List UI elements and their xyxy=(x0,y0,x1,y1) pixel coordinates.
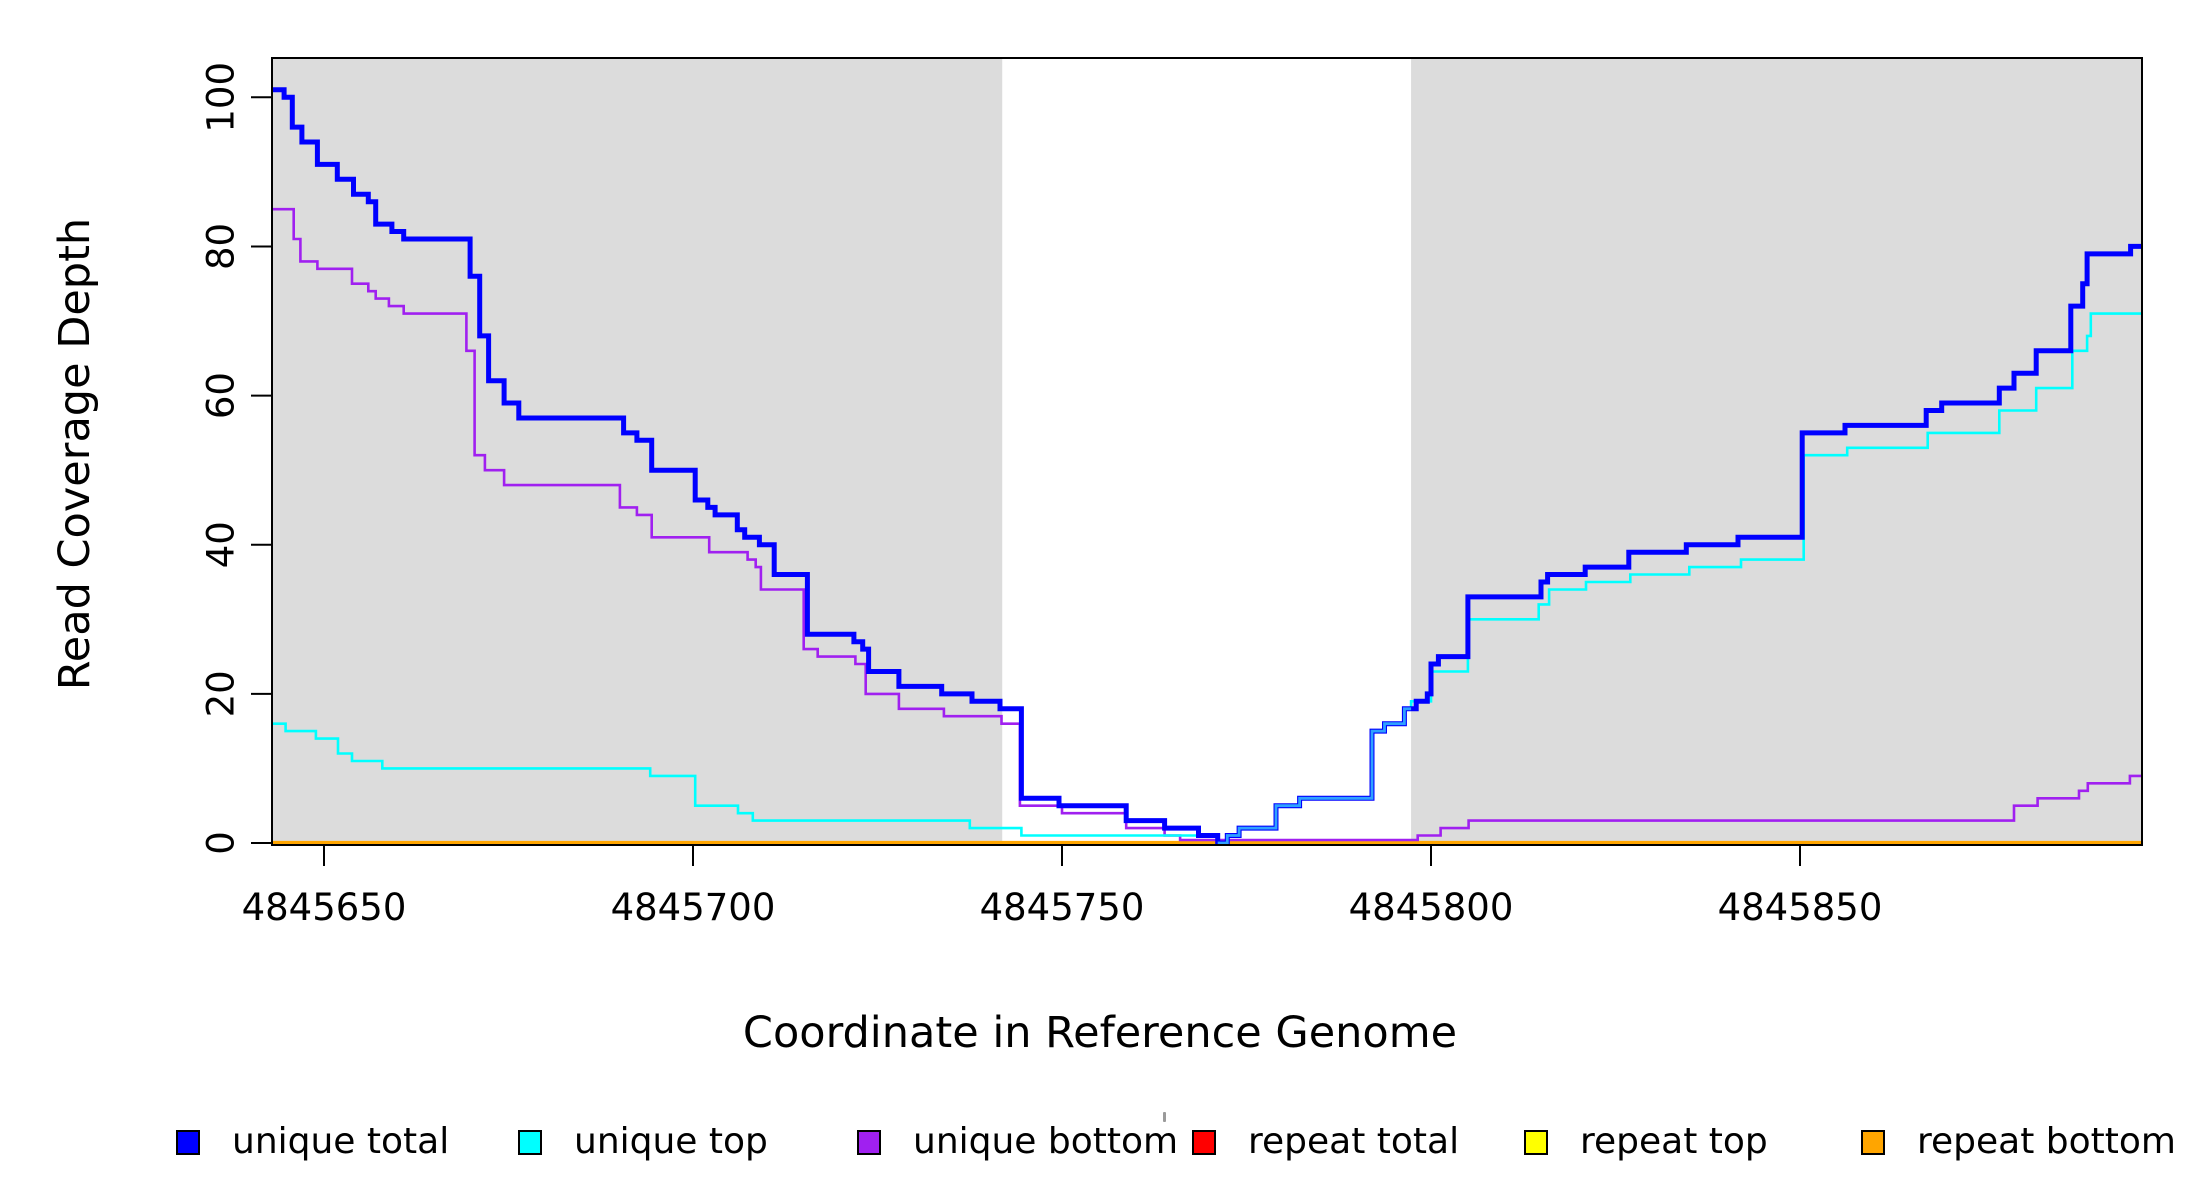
y-axis-title: Read Coverage Depth xyxy=(50,217,100,691)
legend-item-unique-bottom: unique bottom xyxy=(857,1124,1178,1160)
legend-item-repeat-bottom: repeat bottom xyxy=(1861,1124,2176,1160)
legend-label: repeat top xyxy=(1580,1121,1768,1162)
legend-label: unique top xyxy=(574,1121,768,1162)
legend-label: repeat bottom xyxy=(1917,1121,2176,1162)
plot-frame xyxy=(271,57,2143,846)
y-tick-label: 60 xyxy=(200,372,243,419)
shaded-region xyxy=(272,58,1003,845)
stray-mark xyxy=(1163,1112,1166,1122)
y-tick-label: 40 xyxy=(200,521,243,568)
series-unique-total-line xyxy=(272,87,2142,846)
x-tick-label: 4845800 xyxy=(1349,886,1514,929)
y-tick-label: 100 xyxy=(200,62,243,133)
legend-swatch-repeat-top xyxy=(1524,1129,1548,1155)
legend-item-unique-top: unique top xyxy=(518,1124,768,1160)
legend-label: unique total xyxy=(232,1121,450,1162)
legend-swatch-unique-bottom xyxy=(857,1129,881,1155)
y-tick-label: 0 xyxy=(200,831,243,855)
legend-item-repeat-top: repeat top xyxy=(1524,1124,1768,1160)
x-tick-label: 4845650 xyxy=(242,886,407,929)
legend-swatch-unique-top xyxy=(518,1129,542,1155)
x-axis-title: Coordinate in Reference Genome xyxy=(742,1008,1458,1058)
shaded-region xyxy=(1411,58,2142,845)
legend-swatch-unique-total xyxy=(176,1129,200,1155)
legend-item-repeat-total: repeat total xyxy=(1192,1124,1459,1160)
legend-label: unique bottom xyxy=(913,1121,1179,1162)
legend: unique total unique top unique bottom repea… xyxy=(0,0,2200,1160)
series-merged-total-top-line xyxy=(1217,707,1412,845)
y-tick-label: 80 xyxy=(200,223,243,270)
series-unique-bottom-line xyxy=(272,207,2142,842)
y-tick-label: 20 xyxy=(200,670,243,717)
x-tick-label: 4845850 xyxy=(1718,886,1883,929)
legend-swatch-repeat-total xyxy=(1192,1129,1216,1155)
legend-swatch-repeat-bottom xyxy=(1861,1129,1885,1155)
legend-label: repeat total xyxy=(1248,1121,1460,1162)
x-tick-label: 4845700 xyxy=(611,886,776,929)
legend-item-unique-total: unique total xyxy=(176,1124,449,1160)
x-tick-label: 4845750 xyxy=(980,886,1145,929)
